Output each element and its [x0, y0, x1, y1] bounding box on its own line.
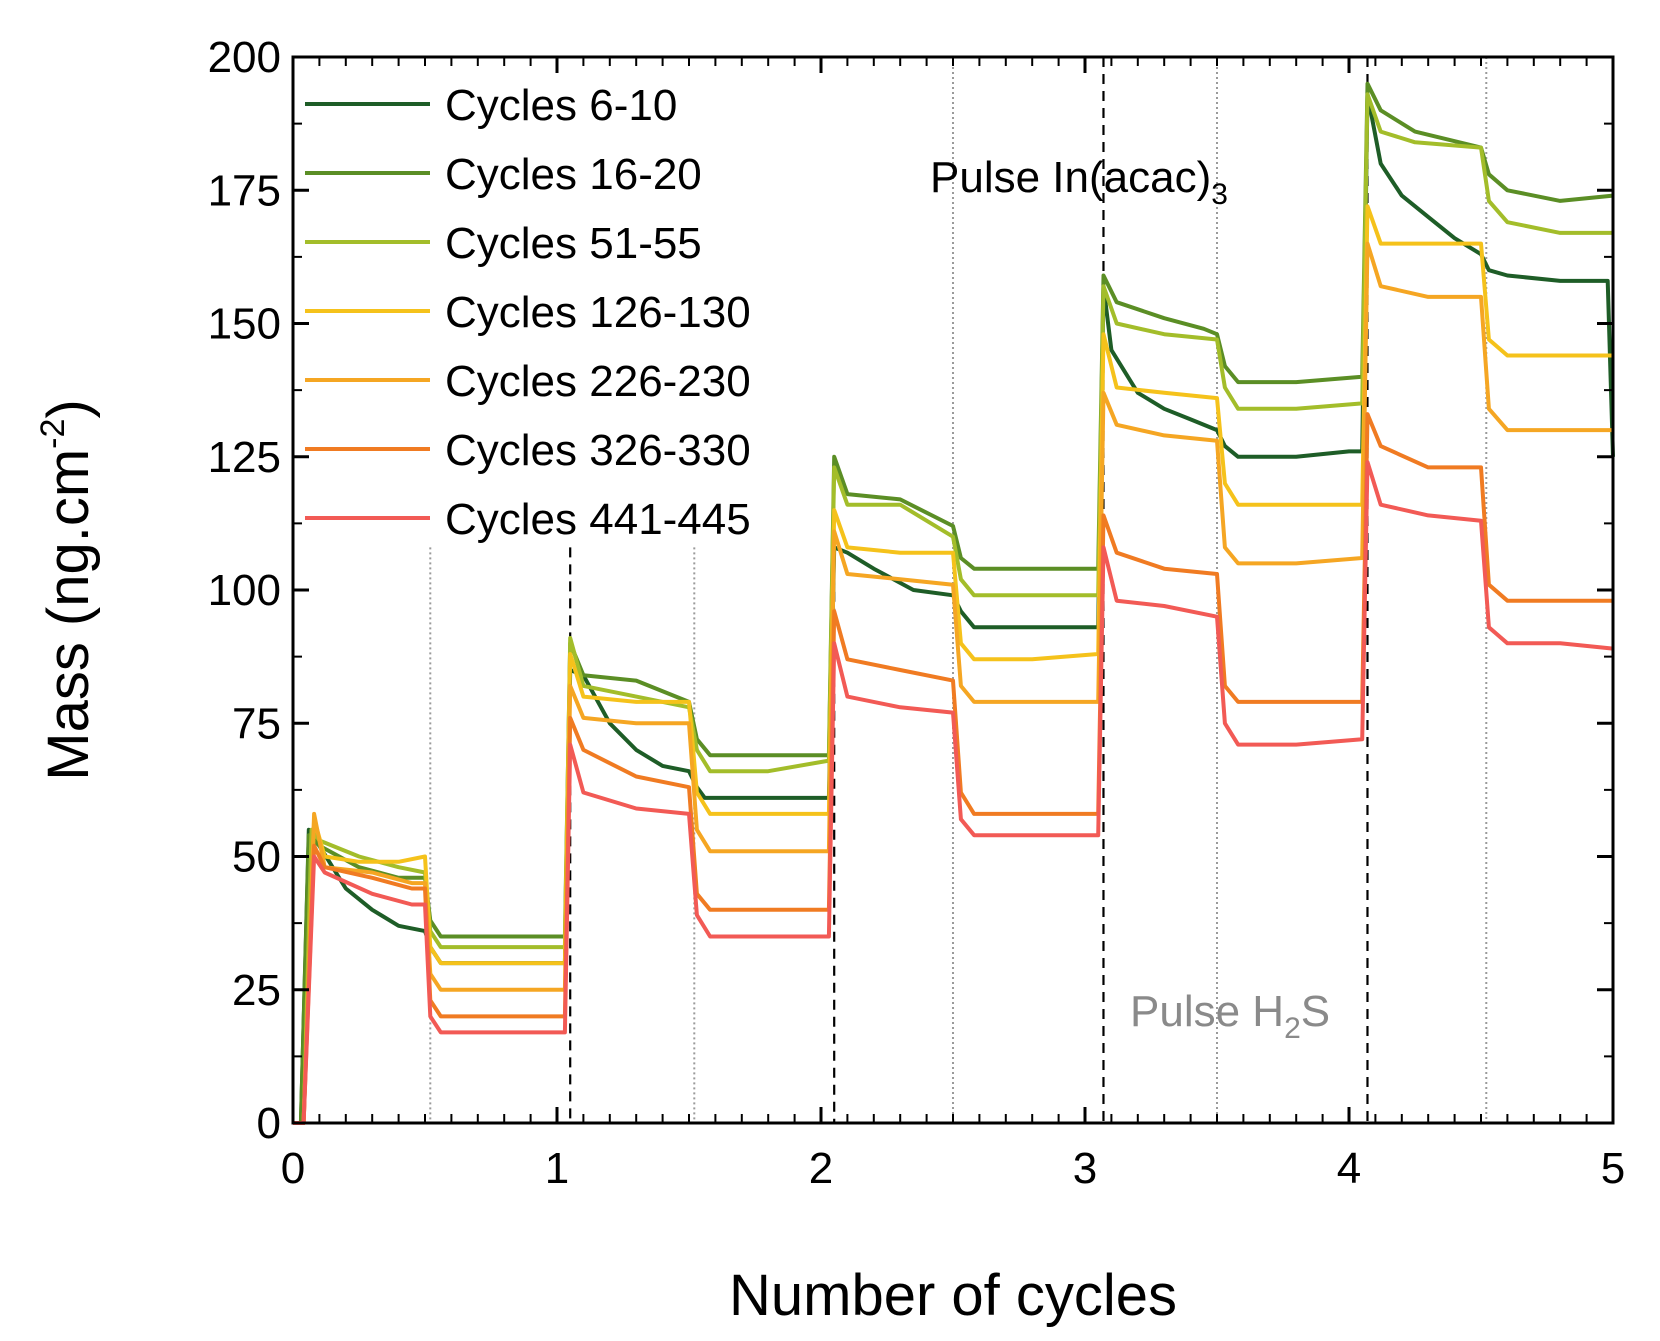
y-tick-label: 75	[232, 699, 281, 748]
legend-label-1: Cycles 6-10	[445, 81, 677, 130]
annotation-pulse-h2s-sub: 2	[1284, 1012, 1301, 1045]
annotation-pulse-h2s-tail: S	[1301, 987, 1330, 1036]
y-tick-label: 150	[208, 300, 281, 349]
annotation-pulse-h2s-text: Pulse H	[1130, 987, 1284, 1036]
legend-label-7: Cycles 441-445	[445, 495, 751, 544]
series-lines	[293, 81, 1615, 1125]
legend-label-5: Cycles 226-230	[445, 357, 751, 406]
legend-label-4: Cycles 126-130	[445, 288, 751, 337]
x-tick-label: 5	[1601, 1144, 1625, 1193]
y-tick-label: 0	[257, 1099, 281, 1148]
series-line-7	[293, 460, 1614, 1125]
y-tick-label: 100	[208, 566, 281, 615]
annotation-pulse-in-acac: Pulse In(acac)3	[930, 153, 1228, 211]
axis-ticks	[291, 55, 1615, 1125]
annotation-pulse-in-acac-sub: 3	[1211, 178, 1228, 211]
y-axis-title-close: )	[36, 399, 101, 418]
y-axis-title-sup: -2	[34, 419, 72, 449]
legend-label-3: Cycles 51-55	[445, 219, 702, 268]
pulse-marker-lines	[429, 57, 1488, 1123]
y-tick-label: 50	[232, 833, 281, 882]
y-tick-label: 125	[208, 433, 281, 482]
x-axis-title: Number of cycles	[729, 1263, 1177, 1328]
y-tick-label: 175	[208, 166, 281, 215]
legend-label-6: Cycles 326-330	[445, 426, 751, 475]
y-tick-label: 200	[208, 33, 281, 82]
x-tick-label: 1	[545, 1144, 569, 1193]
x-tick-label: 3	[1073, 1144, 1097, 1193]
y-axis-title-main: Mass (ng.cm	[36, 449, 101, 781]
legend-label-2: Cycles 16-20	[445, 150, 702, 199]
x-tick-label: 4	[1337, 1144, 1361, 1193]
x-tick-label: 0	[281, 1144, 305, 1193]
legend: Cycles 6-10 Cycles 16-20 Cycles 51-55 Cycle…	[305, 81, 751, 544]
annotation-pulse-h2s: Pulse H2S	[1130, 987, 1330, 1045]
y-axis-title: Mass (ng.cm-2)	[34, 399, 101, 781]
annotation-pulse-in-acac-text: Pulse In(acac)	[930, 153, 1211, 202]
x-tick-label: 2	[809, 1144, 833, 1193]
y-tick-label: 25	[232, 966, 281, 1015]
